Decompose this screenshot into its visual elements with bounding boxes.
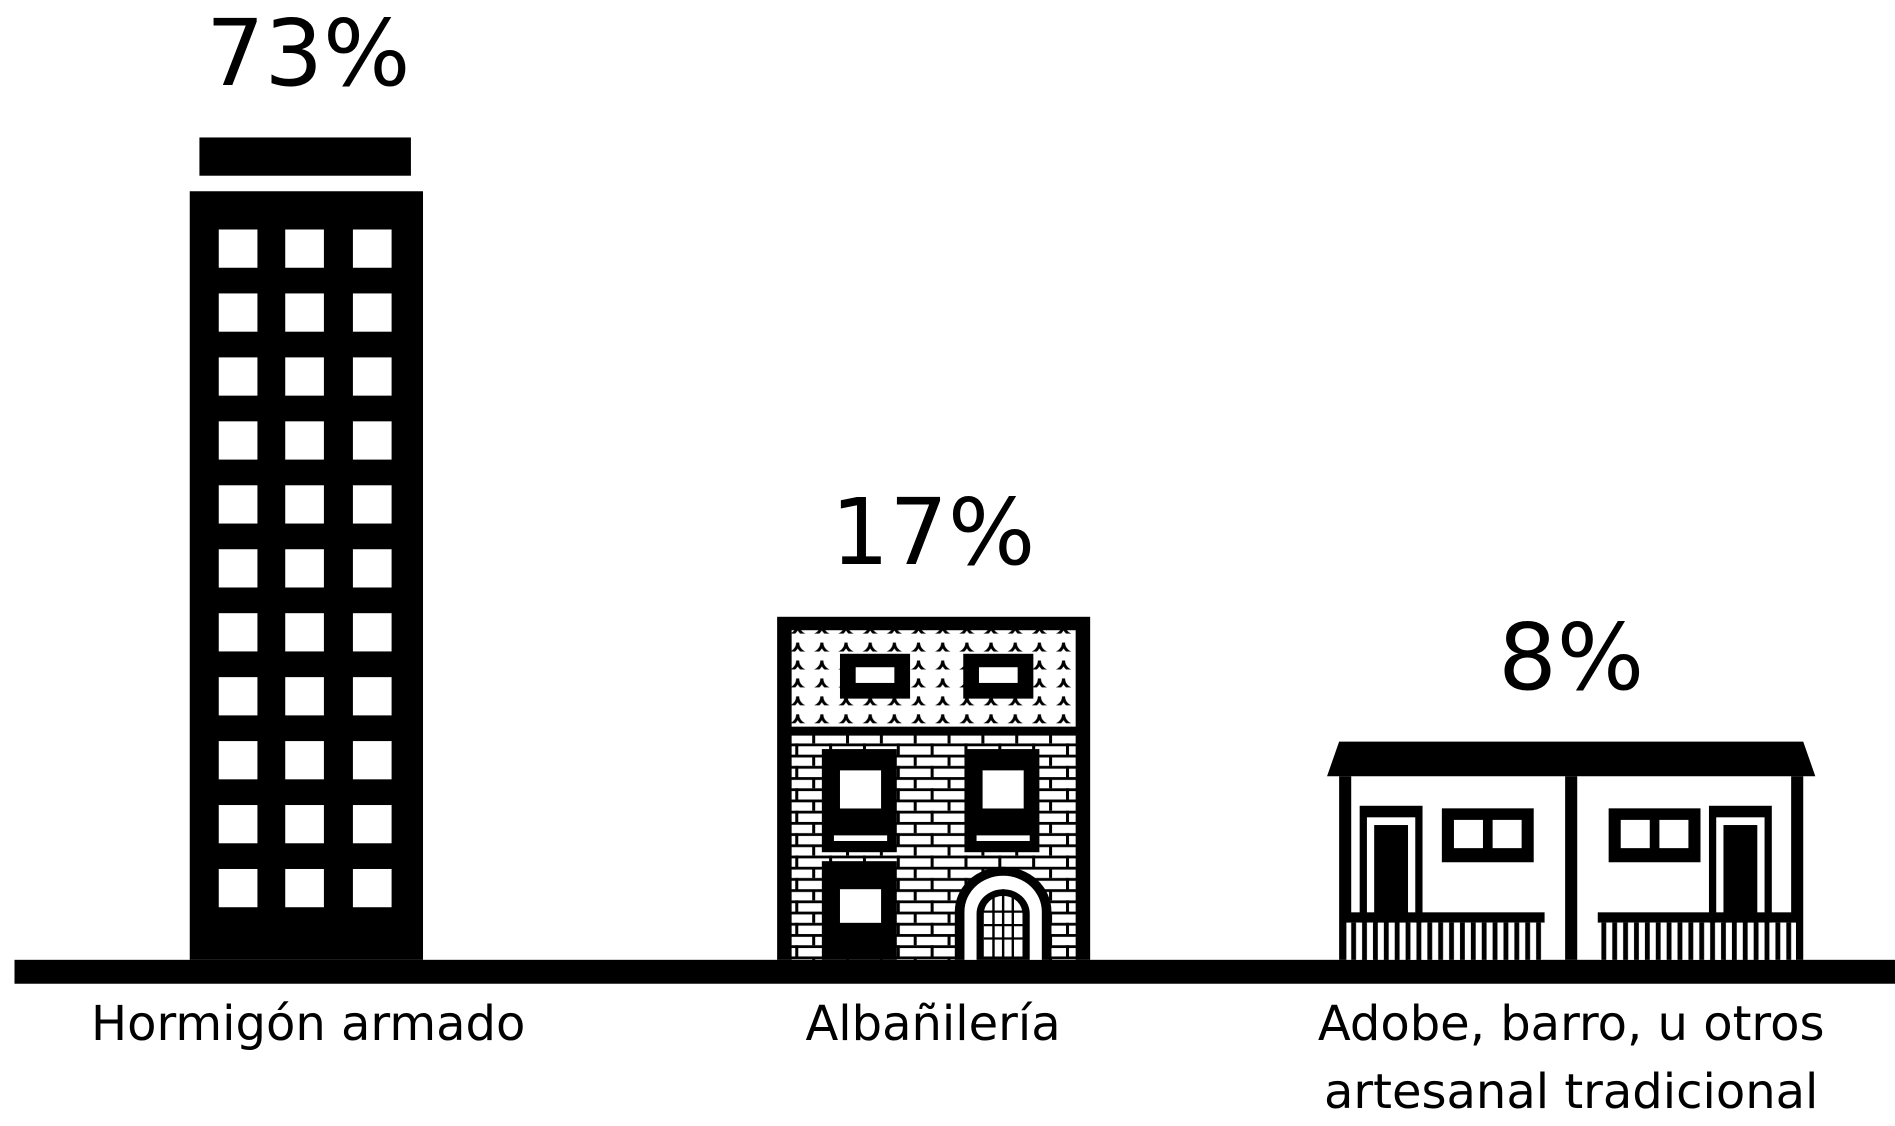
- ground-line: [14, 959, 1895, 984]
- building-icon: [1327, 741, 1816, 960]
- value-label: 17%: [830, 478, 1036, 586]
- value-label: 73%: [205, 0, 411, 107]
- building-icon: [775, 615, 1092, 962]
- value-label: 8%: [1498, 603, 1645, 711]
- category-label: Adobe, barro, u otros artesanal tradicio…: [1317, 995, 1825, 1120]
- category-label: Hormigón armado: [91, 995, 526, 1052]
- building-icon: [190, 137, 423, 959]
- category-label: Albañilería: [805, 995, 1061, 1052]
